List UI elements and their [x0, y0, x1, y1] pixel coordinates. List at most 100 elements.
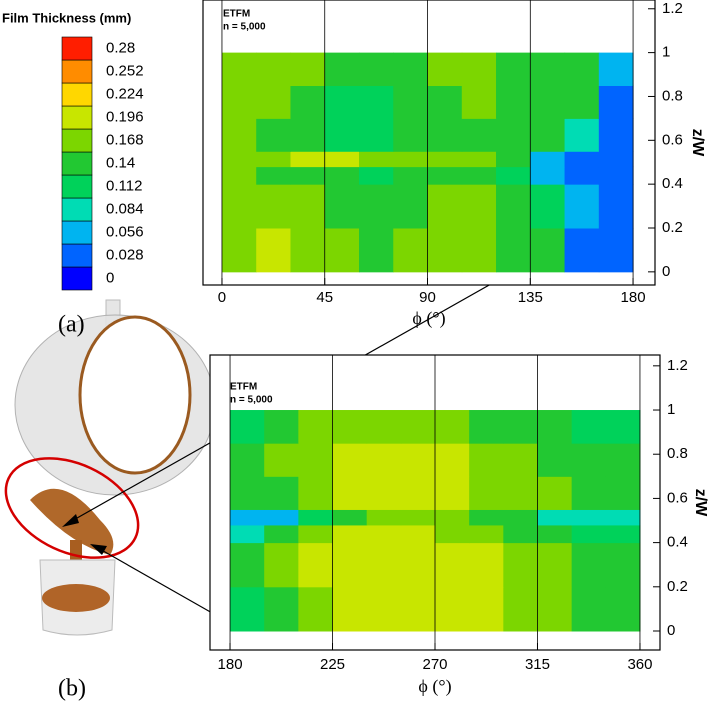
- contour-cell: [358, 85, 394, 119]
- contour-cell: [298, 410, 334, 444]
- contour-cell: [332, 410, 368, 444]
- contour-cell: [324, 151, 360, 168]
- contour-cell: [221, 118, 257, 152]
- contour-cell: [598, 118, 634, 152]
- contour-cell: [393, 228, 429, 273]
- y-axis-label: z/W: [692, 489, 709, 517]
- contour-cell: [503, 410, 538, 444]
- contour-cell: [571, 476, 607, 510]
- y-tick-label: 0.8: [667, 445, 688, 462]
- contour-cell: [435, 410, 470, 444]
- contour-cell: [366, 586, 402, 632]
- contour-cell: [564, 118, 600, 152]
- contour-cell: [427, 52, 463, 86]
- x-axis-label: ϕ (°): [418, 676, 451, 697]
- contour-cell: [393, 166, 429, 185]
- contour-cell: [230, 443, 265, 477]
- colorbar-swatch: [61, 266, 93, 291]
- colorbar-label: 0.28: [106, 39, 135, 56]
- contour-cell: [469, 586, 504, 632]
- contour-cell: [564, 228, 600, 273]
- colorbar-label: 0.168: [106, 131, 144, 148]
- contour-cell: [400, 410, 436, 444]
- contour-cell: [264, 586, 299, 632]
- contour-cell: [571, 509, 607, 526]
- contour-cell: [400, 476, 436, 510]
- contour-cell: [358, 52, 394, 86]
- contour-cell: [564, 184, 600, 229]
- contour-cell: [530, 52, 566, 86]
- contour-cell: [427, 228, 463, 273]
- x-axis-label: ϕ (°): [412, 308, 445, 329]
- contour-cell: [290, 228, 326, 273]
- panel-label: (a): [58, 312, 85, 338]
- contour-cell: [358, 151, 394, 168]
- contour-cell: [469, 410, 504, 444]
- contour-cell: [605, 509, 641, 526]
- contour-cell: [230, 509, 265, 526]
- contour-cell: [256, 166, 291, 185]
- contour-cell: [221, 85, 257, 119]
- annotation: ETFM: [230, 382, 257, 393]
- contour-cell: [332, 476, 368, 510]
- contour-cell: [564, 52, 600, 86]
- x-tick-label: 45: [316, 289, 333, 306]
- colorbar-title: Film Thickness (mm): [2, 10, 131, 25]
- x-tick-label: 180: [218, 656, 243, 673]
- contour-cell: [256, 85, 291, 119]
- colorbar-swatch: [61, 59, 93, 84]
- contour-cell: [469, 476, 504, 510]
- contour-cell: [496, 184, 531, 229]
- contour-cell: [221, 151, 257, 168]
- contour-cell: [605, 410, 641, 444]
- contour-cell: [461, 184, 497, 229]
- contour-cell: [496, 85, 531, 119]
- contour-cell: [461, 228, 497, 273]
- contour-cell: [290, 85, 326, 119]
- colorbar-swatch: [61, 82, 93, 107]
- y-tick-label: 1.2: [667, 357, 688, 374]
- contour-cell: [564, 151, 600, 168]
- contour-cell: [221, 228, 257, 273]
- contour-cell: [393, 151, 429, 168]
- contour-cell: [571, 443, 607, 477]
- contour-cell: [298, 524, 334, 544]
- contour-cell: [435, 509, 470, 526]
- contour-cell: [290, 166, 326, 185]
- contour-cell: [366, 410, 402, 444]
- contour-cell: [358, 184, 394, 229]
- contour-cell: [221, 166, 257, 185]
- contour-cell: [427, 151, 463, 168]
- contour-cell: [400, 542, 436, 588]
- contour-cell: [256, 151, 291, 168]
- contour-cell: [298, 476, 334, 510]
- contour-cell: [230, 542, 265, 588]
- contour-cell: [256, 184, 291, 229]
- colorbar-label: 0.056: [106, 223, 144, 240]
- contour-cell: [496, 166, 531, 185]
- contour-cell: [435, 443, 470, 477]
- contour-cell: [290, 52, 326, 86]
- colorbar-label: 0.14: [106, 154, 135, 171]
- contour-cell: [393, 52, 429, 86]
- contour-cell: [605, 524, 641, 544]
- colorbar-swatch: [61, 197, 93, 222]
- annotation: ETFM: [223, 9, 250, 20]
- contour-cell: [298, 542, 334, 588]
- contour-cell: [332, 586, 368, 632]
- colorbar-swatch: [61, 174, 93, 199]
- contour-cell: [469, 443, 504, 477]
- contour-cell: [435, 476, 470, 510]
- contour-cell: [537, 476, 573, 510]
- contour-cell: [503, 509, 538, 526]
- contour-cell: [332, 542, 368, 588]
- contour-cell: [598, 52, 634, 86]
- colorbar-swatch: [61, 151, 93, 176]
- contour-cell: [496, 228, 531, 273]
- contour-cell: [290, 151, 326, 168]
- contour-cell: [503, 476, 538, 510]
- contour-cell: [400, 509, 436, 526]
- contour-cell: [298, 443, 334, 477]
- contour-field: [230, 410, 641, 632]
- y-tick-label: 1.2: [662, 0, 683, 17]
